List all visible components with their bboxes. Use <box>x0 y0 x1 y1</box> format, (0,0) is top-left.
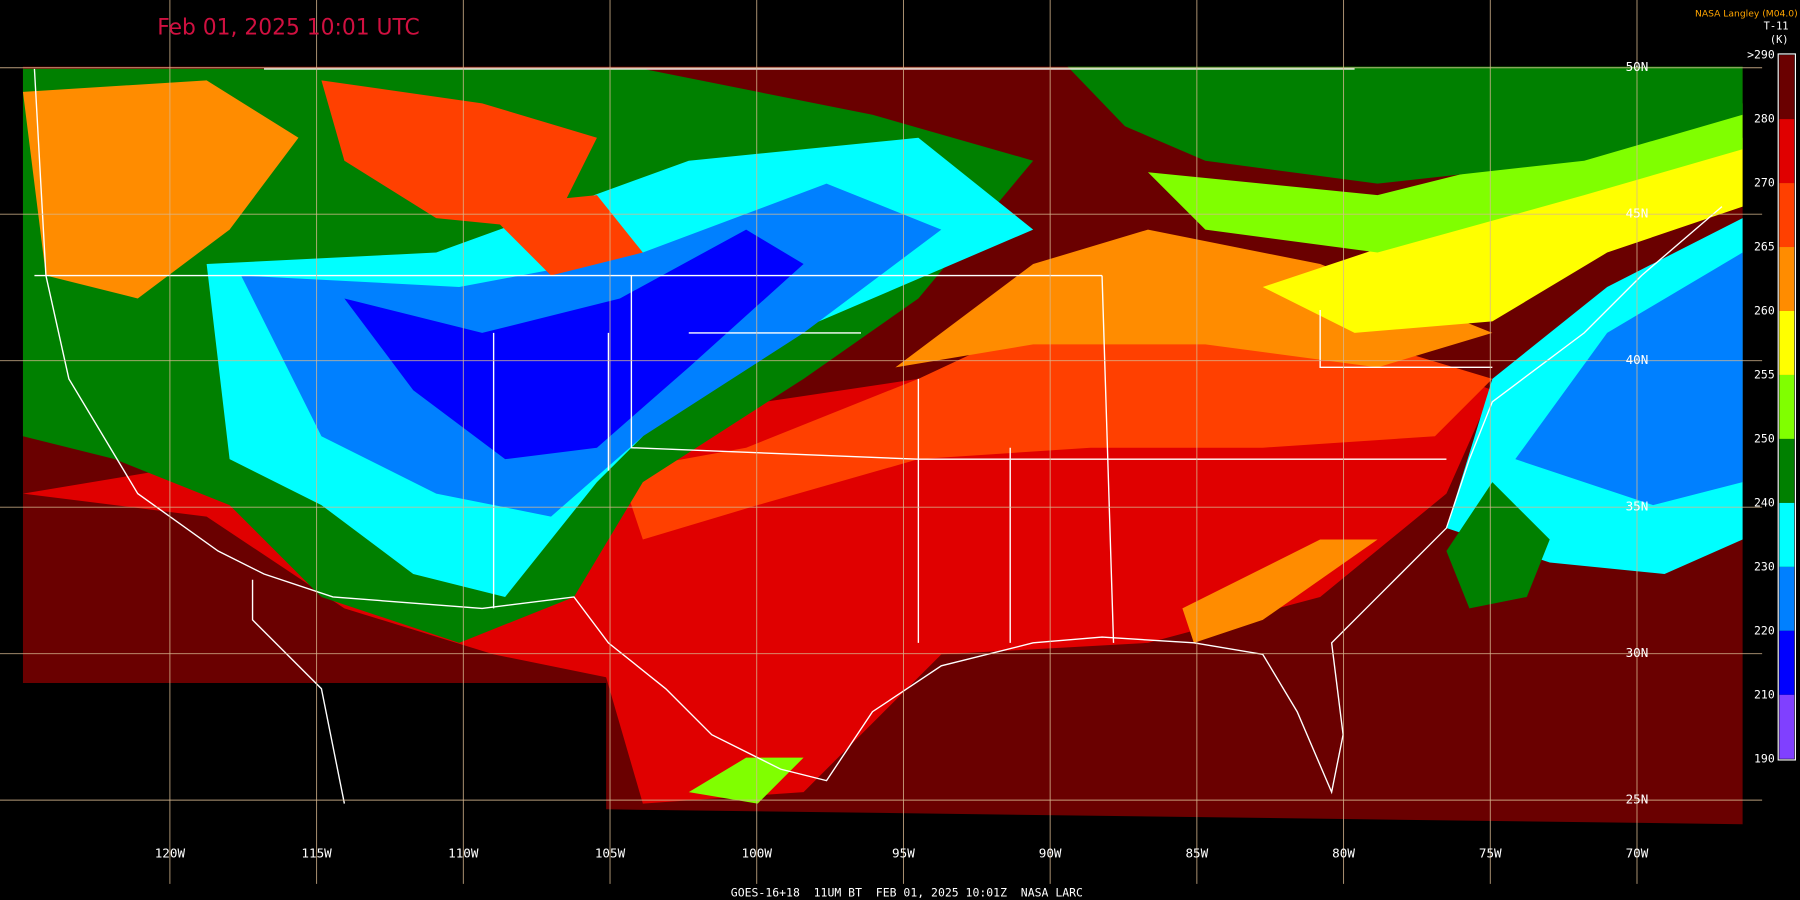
latitude-label: 30N <box>1626 645 1649 660</box>
cloud-top-region <box>22 80 299 299</box>
colorbar-swatch <box>1779 55 1795 120</box>
latitude-label: 25N <box>1626 792 1649 807</box>
cloud-top-region <box>1067 66 1743 184</box>
longitude-label: 110W <box>448 846 479 861</box>
colorbar-label: 260 <box>1754 303 1775 317</box>
cloud-top-region <box>688 757 804 804</box>
credit: NASA Langley (M04.0) <box>1695 8 1798 19</box>
colorbar-swatch <box>1779 438 1795 503</box>
colorbar-label: 240 <box>1754 495 1775 509</box>
colorbar-label: 230 <box>1754 559 1775 573</box>
colorbar-label: >290 <box>1747 48 1775 62</box>
cloud-top-region <box>1446 482 1550 609</box>
colorbar-frame <box>1777 53 1796 761</box>
borders <box>33 68 1723 804</box>
colorbar-swatch <box>1779 119 1795 184</box>
colorbar-swatch <box>1779 310 1795 375</box>
coastline <box>33 68 1723 795</box>
colorbar-label: 280 <box>1754 112 1775 126</box>
longitude-label: 85W <box>1185 846 1208 861</box>
colorbar-label: 210 <box>1754 687 1775 701</box>
colorbar: >290 280 270 265 260 255 250 240 230 220 210 190 <box>1747 48 1796 765</box>
cloud-top-region <box>1515 252 1743 506</box>
longitude-label: 70W <box>1626 846 1649 861</box>
latitude-label: 40N <box>1626 352 1649 367</box>
longitude-label: 115W <box>301 846 332 861</box>
cloud-top-region <box>482 195 643 276</box>
colorbar-swatch <box>1779 374 1795 439</box>
colorbar-swatch <box>1779 247 1795 311</box>
colorbar-label: 255 <box>1754 367 1775 381</box>
longitude-label: 75W <box>1479 846 1502 861</box>
graticule: 120W 115W 110W 105W 100W 95W 90W 85W 80W 75W 70W 50… <box>0 0 1763 884</box>
longitude-label: 120W <box>155 846 186 861</box>
colorbar-label: 265 <box>1754 240 1775 254</box>
cloud-top-region <box>344 229 804 460</box>
latitude-label: 35N <box>1626 499 1649 514</box>
longitude-label: 90W <box>1039 846 1062 861</box>
longitude-label: 95W <box>892 846 915 861</box>
colorbar-unit: (K) <box>1770 34 1789 46</box>
colorbar-label: 270 <box>1754 176 1775 190</box>
latitude-label: 45N <box>1626 206 1649 221</box>
colorbar-label: 220 <box>1754 623 1775 637</box>
cloud-top-region <box>1262 137 1743 333</box>
latitude-label: 50N <box>1626 59 1649 74</box>
longitude-label: 105W <box>595 846 626 861</box>
colorbar-swatch <box>1779 183 1795 248</box>
longitude-label: 100W <box>742 846 773 861</box>
footer: GOES-16+18 11UM BT FEB 01, 2025 10:01Z N… <box>731 886 1083 900</box>
state-border <box>34 68 1493 804</box>
colorbar-swatch <box>1779 566 1795 631</box>
colorbar-label: 190 <box>1754 751 1775 765</box>
colorbar-swatch <box>1779 694 1795 759</box>
colorbar-label: 250 <box>1754 431 1775 445</box>
cloud-top-region <box>619 298 1493 540</box>
cloud-top-region <box>1147 103 1743 253</box>
colorbar-title: T-11 <box>1764 20 1789 32</box>
cloud-top-region <box>321 80 597 230</box>
cloud-top-region <box>1182 539 1378 643</box>
longitude-label: 80W <box>1332 846 1355 861</box>
timestamp-title: Feb 01, 2025 10:01 UTC <box>157 16 419 41</box>
colorbar-swatch <box>1779 630 1795 695</box>
colorbar-swatch <box>1779 502 1795 567</box>
